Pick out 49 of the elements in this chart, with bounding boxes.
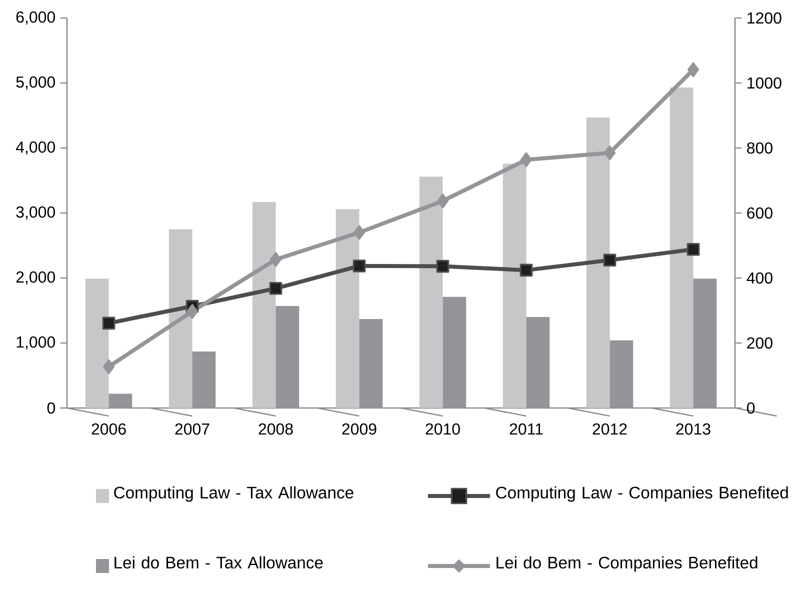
y-tick-label: 3,000 bbox=[16, 206, 55, 220]
bar bbox=[168, 229, 192, 408]
x-tick-label: 2013 bbox=[676, 423, 710, 435]
y2-tick-label: 600 bbox=[747, 207, 772, 219]
point bbox=[520, 152, 532, 168]
x-tick-label: 2007 bbox=[175, 423, 210, 435]
bar bbox=[336, 209, 360, 408]
y2-tick-label: 0 bbox=[747, 402, 755, 414]
point bbox=[353, 225, 366, 240]
y2-tick-label: 400 bbox=[746, 272, 772, 284]
y2-tick-label: 1000 bbox=[748, 77, 782, 89]
point bbox=[604, 145, 616, 160]
x-tick-label: 2010 bbox=[426, 423, 460, 435]
point bbox=[352, 260, 366, 272]
y-tick-label: 4,000 bbox=[16, 141, 55, 155]
x-tick-label: 2009 bbox=[342, 423, 376, 435]
point bbox=[686, 242, 700, 256]
y-tick-label: 1,000 bbox=[16, 336, 55, 350]
y-tick-label: 6,000 bbox=[16, 11, 55, 25]
y-tick-label: 0 bbox=[47, 402, 56, 414]
legend-label: Lei do Bem - Companies Benefited bbox=[496, 556, 758, 572]
point bbox=[520, 264, 533, 277]
point bbox=[102, 359, 115, 374]
point bbox=[687, 62, 700, 78]
bar bbox=[586, 117, 610, 408]
bar bbox=[252, 202, 276, 408]
bar bbox=[85, 278, 109, 408]
legend-label: Lei do Bem - Tax Allowance bbox=[114, 556, 323, 569]
legend-label: Computing Law - Tax Allowance bbox=[114, 486, 354, 502]
y-tick-label: 2,000 bbox=[16, 271, 55, 285]
x-tick-label: 2012 bbox=[592, 423, 627, 435]
y2-tick-label: 1200 bbox=[748, 12, 782, 24]
y2-tick-label: 800 bbox=[747, 142, 772, 154]
x-tick-label: 2011 bbox=[510, 423, 543, 435]
bar bbox=[419, 176, 443, 408]
point bbox=[270, 252, 282, 267]
x-tick-label: 2006 bbox=[92, 423, 126, 435]
y2-tick-label: 200 bbox=[747, 337, 772, 349]
point bbox=[269, 282, 282, 295]
x-tick-label: 2008 bbox=[258, 423, 293, 435]
point bbox=[436, 194, 449, 208]
point bbox=[603, 254, 616, 267]
bar bbox=[502, 164, 526, 408]
y-tick-label: 5,000 bbox=[16, 76, 55, 90]
bar bbox=[670, 88, 694, 408]
point bbox=[436, 260, 450, 273]
legend-label: Computing Law - Companies Benefited bbox=[496, 486, 788, 502]
point bbox=[102, 316, 116, 330]
point bbox=[186, 304, 198, 319]
